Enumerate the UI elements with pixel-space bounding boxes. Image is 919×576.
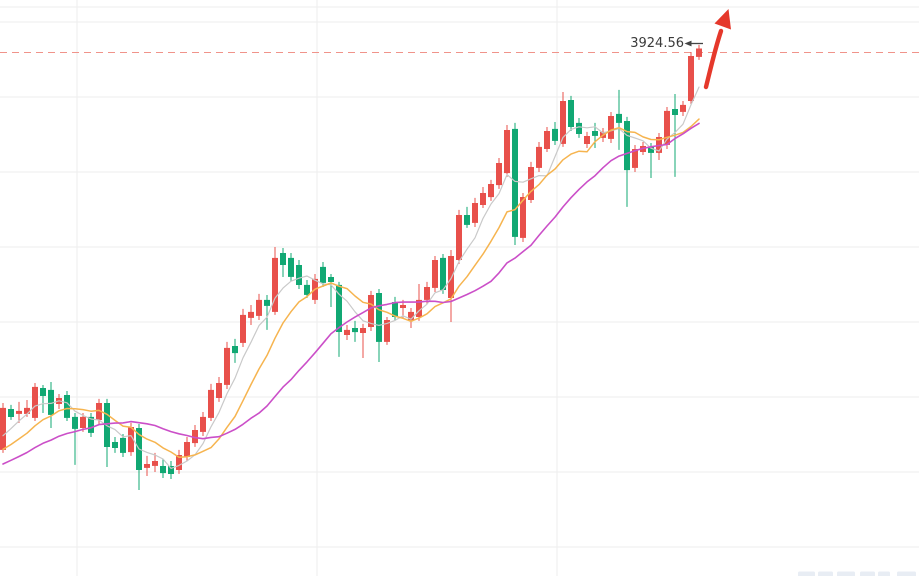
- candle-body: [632, 149, 638, 168]
- candle-body: [208, 389, 214, 418]
- candle-body: [584, 136, 590, 144]
- label-leader-arrow: [684, 40, 703, 47]
- candle-body: [520, 197, 526, 238]
- moving-averages: [2, 86, 700, 469]
- candle-body: [528, 167, 534, 200]
- candle-body: [552, 128, 558, 141]
- candle-body: [128, 427, 134, 453]
- candle-body: [608, 116, 614, 139]
- candle-body: [24, 407, 30, 414]
- candle-body: [680, 104, 686, 112]
- candle-body: [352, 328, 358, 333]
- candle-body: [536, 146, 542, 168]
- candle-body: [192, 430, 198, 444]
- trend-up-arrow-icon: [703, 9, 731, 90]
- candle-body: [472, 203, 478, 223]
- candle-body: [304, 284, 310, 295]
- candle-body: [664, 110, 670, 145]
- candle-body: [320, 266, 326, 283]
- candle-body: [696, 48, 702, 57]
- candle-body: [512, 128, 518, 237]
- candle-body: [560, 101, 566, 144]
- candle-body: [488, 184, 494, 198]
- candle-body: [544, 131, 550, 149]
- candle-body: [432, 260, 438, 288]
- candle-body: [104, 403, 110, 447]
- candle-body: [280, 253, 286, 265]
- watermark-glyph: [860, 571, 875, 576]
- candle-body: [288, 257, 294, 277]
- watermark-glyph: [878, 571, 890, 576]
- candle-body: [464, 215, 470, 225]
- candle-body: [576, 122, 582, 134]
- candle-body: [384, 320, 390, 342]
- candle-body: [328, 277, 334, 282]
- watermark-glyph: [818, 571, 833, 576]
- candle-body: [592, 131, 598, 136]
- candle-body: [264, 299, 270, 306]
- candle-body: [64, 395, 70, 418]
- candle-body: [480, 193, 486, 205]
- candle-body: [392, 302, 398, 317]
- candle-body: [344, 329, 350, 335]
- candle-body: [184, 442, 190, 457]
- candle-body: [568, 100, 574, 127]
- candle-body: [456, 215, 462, 260]
- candle-body: [496, 163, 502, 186]
- candle-body: [160, 466, 166, 474]
- candle-body: [648, 146, 654, 153]
- candle-body: [88, 416, 94, 433]
- candle-body: [256, 299, 262, 316]
- candle-body: [48, 389, 54, 415]
- watermark-glyph: [837, 571, 855, 576]
- candle-body: [672, 109, 678, 115]
- candle-body: [32, 386, 38, 418]
- candle-body: [688, 56, 694, 101]
- candle-body: [232, 346, 238, 354]
- candle-body: [40, 388, 46, 396]
- candle-body: [424, 287, 430, 300]
- candle-body: [248, 311, 254, 318]
- watermark-glyph: [798, 571, 815, 576]
- candle-body: [16, 410, 22, 414]
- candle-body: [336, 284, 342, 332]
- ma5-line: [2, 86, 700, 469]
- candle-body: [152, 461, 158, 466]
- candle-body: [168, 466, 174, 474]
- candle-body: [400, 305, 406, 308]
- candle-body: [504, 130, 510, 174]
- candle-body: [440, 257, 446, 290]
- candle-body: [8, 409, 14, 417]
- candle-body: [144, 464, 150, 468]
- candle-body: [360, 328, 366, 333]
- candle-body: [224, 347, 230, 385]
- watermark-glyph: [897, 571, 916, 576]
- candle-body: [96, 403, 102, 420]
- ma20-line: [2, 122, 700, 465]
- candle-body: [120, 437, 126, 453]
- candle-body: [368, 295, 374, 327]
- candle-body: [80, 416, 86, 428]
- candle-body: [416, 299, 422, 317]
- candle-body: [200, 416, 206, 432]
- candle-body: [272, 257, 278, 312]
- candle-body: [176, 455, 182, 470]
- candle-body: [376, 293, 382, 342]
- price-label: 3924.56: [630, 36, 684, 51]
- candle-body: [0, 407, 6, 450]
- candle-body: [216, 383, 222, 398]
- candle-body: [448, 256, 454, 298]
- watermark: [798, 571, 916, 576]
- candle-body: [408, 311, 414, 320]
- candle-body: [112, 442, 118, 448]
- candle-body: [624, 121, 630, 171]
- candle-body: [616, 113, 622, 123]
- candle-body: [240, 314, 246, 343]
- candle-body: [296, 265, 302, 285]
- candle-body: [72, 416, 78, 429]
